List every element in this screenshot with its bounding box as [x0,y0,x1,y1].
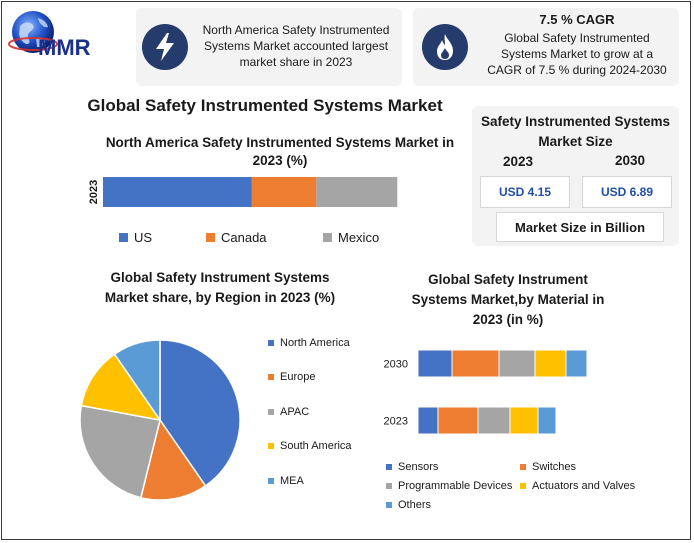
legend-label: Mexico [338,230,380,245]
bar-segment-us [103,177,252,207]
chart-title-north-america: North America Safety Instrumented System… [100,134,460,170]
pie-slice-apac [79,404,161,499]
region-pie-chart [79,339,241,501]
legend-swatch [268,443,274,449]
bar-segment-switches [451,349,500,378]
legend-swatch [206,233,215,242]
brand-logo: MMR [8,8,136,64]
market-size-unit: Market Size in Billion [496,212,664,242]
year-2023-label: 2023 [503,154,534,169]
legend-item: MEA [268,475,304,487]
highlight-text: North America Safety Instrumented System… [194,22,398,70]
legend-swatch [386,483,392,489]
legend-item: Sensors [386,461,438,473]
legend-swatch [386,464,392,470]
highlight-line-1: North America Safety Instrumented [202,23,390,37]
bar-segment-programmable-devices [498,349,536,378]
chart-title-region: Global Safety Instrument Systems Market … [70,268,370,308]
legend-label: Canada [221,230,267,245]
logo-text: MMR [38,35,91,60]
cagr-headline: 7.5 % CAGR [539,12,615,27]
chart-title-line: 2023 (in %) [472,312,544,327]
legend-label: Europe [280,371,316,383]
legend-label: APAC [280,406,310,418]
legend-item: South America [268,440,352,452]
market-size-title-line: Safety Instrumented Systems [480,114,671,129]
chart-title-line: 2023 (%) [252,153,308,168]
bar-segment-others [537,406,557,435]
bar-segment-sensors [417,406,439,435]
chart-title-line: North America Safety Instrumented System… [105,135,455,150]
chart-title-material: Global Safety Instrument Systems Market,… [395,270,621,330]
legend-item: Actuators and Valves [520,480,635,492]
bar-segment-canada [251,177,317,207]
legend-label: MEA [280,475,304,487]
legend-swatch [386,502,392,508]
legend-item: Canada [206,230,267,245]
highlight-text: Global Safety Instrumented Systems Marke… [477,30,677,78]
bar-segment-sensors [417,349,453,378]
legend-label: North America [280,337,350,349]
legend-swatch [268,478,274,484]
category-label: 2023 [88,180,100,204]
lightning-icon [142,24,188,70]
market-size-2030-value: USD 6.89 [582,176,672,208]
material-bar-chart: 2030 2023 [384,349,588,435]
legend-item: Switches [520,461,576,473]
category-label: 2023 [384,416,408,428]
highlight-card-north-america: North America Safety Instrumented System… [136,8,402,86]
page-title: Global Safety Instrumented Systems Marke… [87,96,443,115]
legend-label: US [134,230,153,245]
globe-icon: MMR [8,11,91,60]
bar-segment-mexico [316,177,398,207]
pie-slice-south-america [80,353,162,422]
bar-segment-actuators-and-valves [534,349,567,378]
flame-icon [422,24,468,70]
legend-item: US [119,230,152,245]
pie-slice-europe [139,418,207,501]
chart-title-line: Market share, by Region in 2023 (%) [104,290,336,305]
market-size-title: Safety Instrumented Systems Market Size [472,112,679,152]
legend-item: Europe [268,371,315,383]
legend-item: APAC [268,406,309,418]
highlight-line-3: CAGR of 7.5 % during 2024-2030 [487,63,667,77]
legend-label: Actuators and Valves [532,480,636,492]
legend-swatch [268,409,274,415]
highlight-line-2: Systems Market to grow at a [500,47,654,61]
chart-title-line: Systems Market,by Material in [411,292,605,307]
legend-item: Others [386,499,431,511]
highlight-line-2: Systems Market accounted largest [203,39,389,53]
chart-title-line: Global Safety Instrument [428,272,588,287]
highlight-line-3: market share in 2023 [239,55,353,69]
highlight-line-1: Global Safety Instrumented [504,31,650,45]
market-size-2023-value: USD 4.15 [480,176,570,208]
pie-slice-north-america [159,339,241,487]
legend-item: Mexico [323,230,379,245]
legend-swatch [268,340,274,346]
legend-swatch [119,233,128,242]
legend-swatch [323,233,332,242]
legend-item: Programmable Devices [386,480,512,492]
legend-swatch [520,483,526,489]
highlight-card-cagr: 7.5 % CAGR Global Safety Instrumented Sy… [413,8,679,86]
north-america-bar-chart: 2023 [88,177,398,207]
legend-label: Programmable Devices [398,480,513,492]
market-size-title-line: Market Size [538,134,613,149]
legend-label: Sensors [398,461,439,473]
legend-label: South America [280,440,352,452]
legend-label: Switches [532,461,577,473]
bar-segment-actuators-and-valves [509,406,539,435]
bar-segment-programmable-devices [477,406,511,435]
chart-title-line: Global Safety Instrument Systems [110,270,330,285]
pie-slice-mea [113,339,161,423]
bar-segment-others [565,349,588,378]
category-label: 2030 [384,359,408,371]
legend-item: North America [268,337,350,349]
bar-segment-switches [437,406,479,435]
legend-swatch [520,464,526,470]
legend-label: Others [398,499,432,511]
year-2030-label: 2030 [615,153,646,168]
legend-swatch [268,374,274,380]
